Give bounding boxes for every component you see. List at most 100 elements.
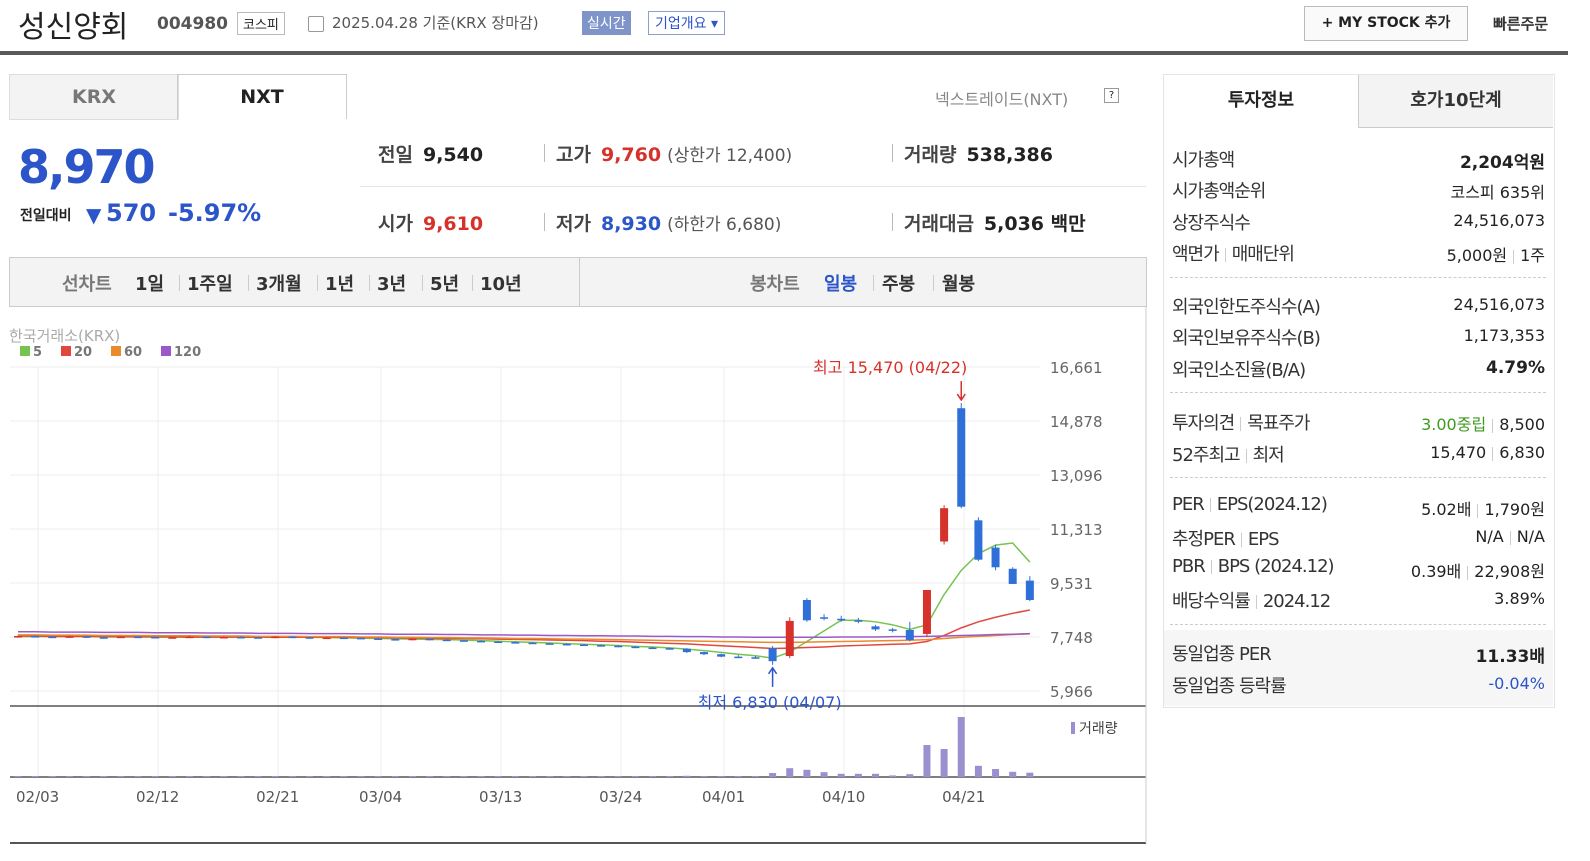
value-part: 6,830 [1499, 443, 1545, 462]
label-part: 외국인보유주식수(B) [1172, 328, 1321, 349]
company-button[interactable]: 기업개요 ▾ [648, 11, 725, 35]
volume-bar [443, 776, 451, 777]
value-part: 3.00중립 [1421, 415, 1487, 434]
sep [1513, 249, 1515, 264]
quote-sep [544, 213, 545, 231]
value-part: 5.02배 [1421, 500, 1472, 519]
period-item[interactable]: 월봉 [942, 274, 976, 295]
candle-body [700, 652, 708, 655]
candle-body [48, 636, 57, 639]
volume-bar [48, 776, 56, 777]
candle-body [665, 648, 674, 650]
volume-bar [700, 775, 708, 777]
mystock-button[interactable]: + MY STOCK 추가 [1304, 6, 1468, 41]
period-item[interactable]: 1년 [325, 274, 355, 295]
candle-body [168, 637, 177, 639]
volume-bar [529, 776, 536, 777]
candle-body [322, 637, 331, 640]
volume-bar [460, 776, 468, 777]
value-part: 1,173,353 [1463, 326, 1545, 345]
candle-body [974, 520, 983, 560]
candle-body [528, 642, 537, 645]
volume-bar [769, 773, 777, 777]
period-item[interactable]: 주봉 [882, 274, 916, 295]
candle-body [871, 626, 880, 630]
x-tick-label: 04/10 [822, 788, 865, 806]
quote-item: 저가 8,930 (하한가 6,680) [556, 209, 781, 236]
volume-bar [426, 776, 434, 777]
tab-invest[interactable]: 투자정보 [1227, 90, 1295, 111]
label-part: 시가총액 [1172, 150, 1235, 171]
period-item[interactable]: 3개월 [256, 274, 302, 295]
candle-body [288, 636, 297, 639]
legend-label: 120 [174, 345, 201, 360]
candle-body [374, 638, 383, 640]
volume-bar [65, 776, 73, 777]
row-label: 외국인보유주식수(B) [1172, 324, 1321, 350]
realtime-badge[interactable]: 실시간 [582, 11, 631, 35]
volume-bar [803, 769, 811, 777]
x-tick-label: 03/24 [599, 788, 642, 806]
quote-label: 전일 [378, 144, 413, 166]
value-part: 22,908원 [1474, 562, 1545, 581]
quick-order[interactable]: 빠른주문 [1493, 15, 1549, 33]
candle-body [854, 620, 863, 622]
quote-value: 8,930 [600, 213, 662, 235]
arrow-low [767, 666, 778, 687]
period-item[interactable]: 1주일 [187, 274, 233, 295]
value-part: 8,500 [1499, 415, 1545, 434]
sep [1492, 446, 1494, 461]
candle-body [1008, 568, 1017, 584]
candle-body [648, 647, 657, 650]
candle-body [597, 645, 606, 647]
quote-label: 거래량 [904, 144, 957, 166]
label-part: 외국인한도주식수(A) [1172, 297, 1321, 318]
period-item[interactable]: 1일 [135, 274, 165, 295]
candle-body [31, 636, 40, 638]
legend-swatch [161, 346, 171, 356]
change: 570 [106, 199, 157, 227]
tab-krx[interactable]: KRX [9, 74, 179, 120]
row-label: 52주최고 최저 [1172, 441, 1285, 467]
candle-body [459, 640, 468, 642]
volume-bar [649, 776, 657, 777]
row-value: 4.79% [1486, 358, 1545, 378]
volume-bar [563, 776, 571, 777]
volume-bar [1009, 771, 1017, 777]
volume-bar [100, 776, 108, 777]
candle-body [1025, 580, 1034, 600]
label-part: 2024.12 [1262, 591, 1331, 612]
row-value: 코스피 635위 [1450, 179, 1545, 203]
volume-bar [288, 776, 296, 777]
period-item[interactable]: 3년 [377, 274, 407, 295]
row-label: 외국인소진율(B/A) [1172, 356, 1306, 382]
period-item[interactable]: 일봉 [824, 274, 858, 295]
quote-value: 9,540 [422, 144, 484, 166]
period-item[interactable]: 5년 [430, 274, 460, 295]
section-divider [1170, 392, 1546, 393]
tab-nxt[interactable]: NXT [177, 74, 347, 119]
volume-bar [683, 775, 691, 777]
row-value: 3.00중립 8,500 [1421, 411, 1545, 435]
sep [1224, 248, 1226, 262]
candle-body [957, 408, 966, 507]
tab-orderbook[interactable]: 호가10단계 [1358, 75, 1553, 128]
item-sep [933, 275, 934, 291]
value-part: 24,516,073 [1453, 211, 1545, 230]
sep [1240, 533, 1242, 547]
legend-swatch [111, 346, 121, 356]
base-date: 2025.04.28 기준(KRX 장마감) [332, 14, 539, 32]
quote-value: 538,386 [966, 144, 1053, 166]
y-tick-label: 7,748 [1050, 629, 1093, 647]
volume-bar [1026, 772, 1034, 777]
period-item[interactable]: 10년 [480, 274, 522, 295]
quote-rule [360, 186, 1146, 187]
quote-item: 시가 9,610 [378, 209, 483, 236]
value-part: 11.33배 [1475, 647, 1545, 667]
item-sep [317, 275, 318, 291]
label-part: EPS [1247, 529, 1280, 550]
y-tick-label: 14,878 [1050, 413, 1103, 431]
arrow-high [956, 381, 966, 402]
item-sep [422, 275, 423, 291]
volume-bar [391, 776, 399, 777]
